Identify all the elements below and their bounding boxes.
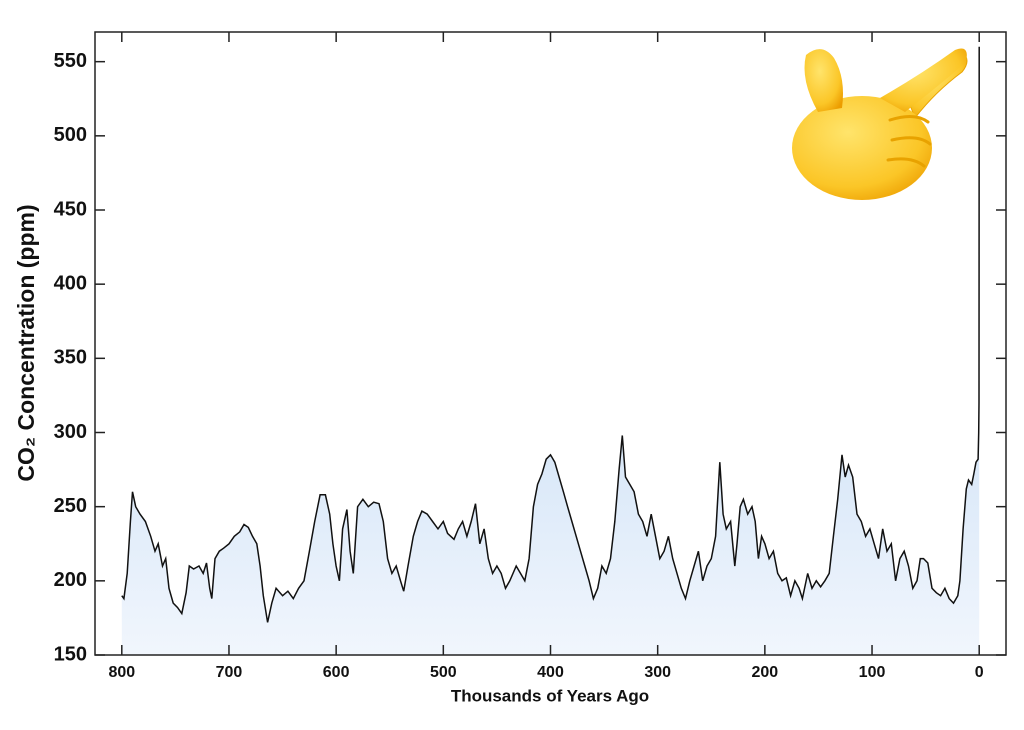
x-tick-label: 700 — [216, 664, 243, 681]
y-tick-label: 550 — [54, 50, 87, 72]
x-tick-label: 600 — [323, 664, 350, 681]
x-tick-label: 500 — [430, 664, 457, 681]
x-tick-label: 300 — [644, 664, 671, 681]
x-tick-label: 400 — [537, 664, 564, 681]
y-tick-label: 150 — [54, 643, 87, 665]
x-tick-label: 0 — [975, 664, 984, 681]
y-tick-label: 200 — [54, 569, 87, 591]
pointing-hand-emoji — [792, 48, 968, 200]
area-fill — [121, 46, 980, 656]
x-tick-label: 800 — [108, 664, 135, 681]
x-tick-label: 200 — [752, 664, 779, 681]
y-tick-label: 350 — [54, 347, 87, 369]
x-axis-label: Thousands of Years Ago — [451, 686, 649, 705]
y-tick-label: 400 — [54, 272, 87, 294]
y-axis-label: CO₂ Concentration (ppm) — [13, 204, 39, 481]
line — [121, 46, 980, 623]
y-tick-label: 250 — [54, 495, 87, 517]
x-tick-label: 100 — [859, 664, 886, 681]
y-tick-label: 500 — [54, 124, 87, 146]
y-tick-label: 450 — [54, 198, 87, 220]
y-tick-label: 300 — [54, 421, 87, 443]
plot-area: 150 200 250 300 350 400 450 500 550 800 700 600 500 4… — [54, 31, 1007, 681]
